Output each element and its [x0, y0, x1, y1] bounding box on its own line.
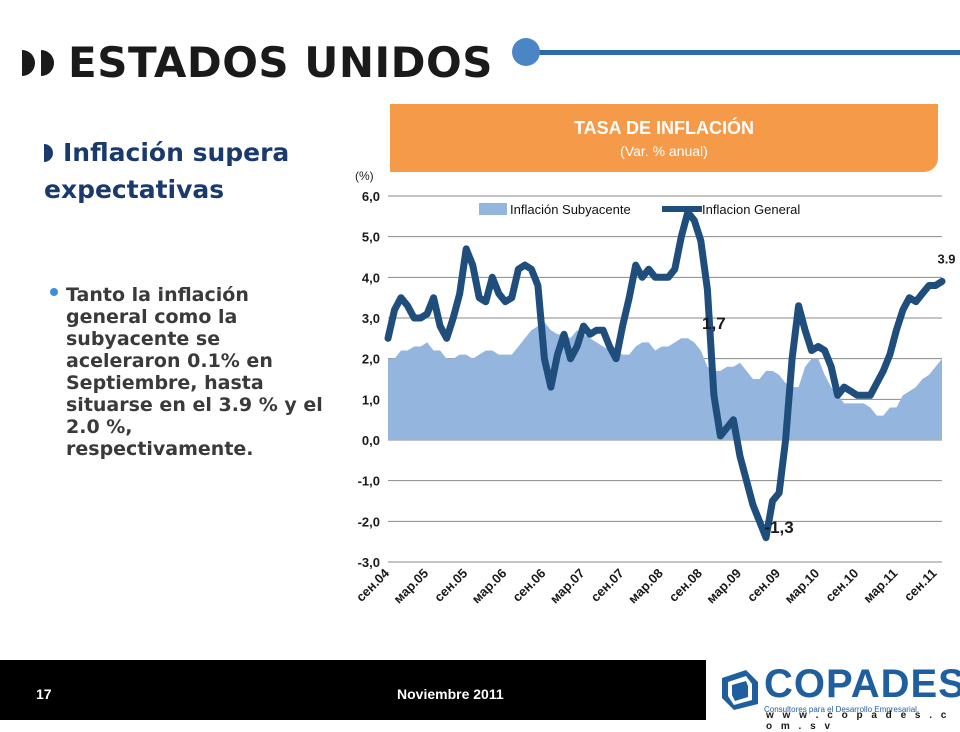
x-tick-label: мар.05 [390, 566, 431, 607]
y-tick-label: 4,0 [362, 270, 380, 285]
chart-legend: Inflación Subyacente Inflacion General [479, 202, 800, 217]
y-tick-label: -2,0 [358, 514, 380, 529]
body-text: Tanto la inflación general como la subya… [66, 284, 323, 460]
subheading-bullet-icon [44, 144, 53, 162]
x-tick-label: сен.09 [744, 566, 783, 605]
y-tick-label: 2,0 [362, 352, 380, 367]
y-tick-label: 5,0 [362, 230, 380, 245]
x-tick-label: мар.11 [860, 566, 900, 606]
logo-mark-icon [722, 670, 758, 710]
legend-swatch-core [479, 203, 507, 215]
logo-wordmark: COPADES [764, 662, 960, 706]
title-bullet-icon [22, 49, 35, 76]
x-tick-label: сен.11 [901, 566, 940, 605]
logo-url: w w w . c o p a d e s . c o m . s v [766, 710, 950, 732]
copades-logo: COPADES Consultores para el Desarrollo E… [706, 660, 960, 732]
y-tick-label: -1,0 [358, 474, 380, 489]
x-tick-label: сен.08 [666, 566, 705, 605]
subheading-text: Inflación supera expectativas [44, 138, 290, 204]
chart-header: TASA DE INFLACIÓN (Var. % anual) [390, 104, 938, 172]
x-tick-label: мар.09 [703, 566, 744, 607]
x-tick-label: мар.07 [547, 566, 588, 607]
inflation-chart: 6,0 5,0 4,0 3,0 2,0 1,0 0,0 -1,0 -2,0 -3,0 сен.04… [353, 169, 956, 606]
x-tick-label: сен.07 [588, 566, 627, 605]
x-tick-label: сен.04 [353, 565, 393, 605]
data-label: -1,3 [764, 518, 793, 537]
y-tick-label: -3,0 [358, 555, 380, 570]
legend-label-core: Inflación Subyacente [510, 202, 631, 217]
x-tick-label: сен.05 [431, 566, 470, 605]
x-tick-label: мар.10 [781, 566, 822, 607]
chart-subtitle: (Var. % anual) [620, 143, 708, 159]
logo-tagline: Consultores para el Desarrollo Empresari… [764, 705, 920, 714]
chart-annotations: 1,7 -1,3 3.9 [702, 251, 955, 536]
y-tick-label: 0,0 [362, 433, 380, 448]
slide-subheading: Inflación supera expectativas [44, 134, 334, 208]
footer-date: Noviembre 2011 [397, 686, 504, 702]
title-decoration-line [528, 50, 960, 55]
title-decoration-dot [512, 38, 540, 66]
page-number: 17 [36, 686, 52, 702]
y-tick-label: 1,0 [362, 392, 380, 407]
data-label: 1,7 [702, 314, 726, 333]
chart-title: TASA DE INFLACIÓN [574, 118, 754, 138]
slide-title-row: ESTADOS UNIDOS [22, 38, 493, 87]
headline-inflation-line [384, 208, 946, 542]
data-label: 3.9 [937, 251, 955, 266]
x-tick-label: сен.06 [509, 566, 548, 605]
y-tick-label: 3,0 [362, 311, 380, 326]
y-axis-ticks: 6,0 5,0 4,0 3,0 2,0 1,0 0,0 -1,0 -2,0 -3,0 [358, 189, 380, 570]
legend-label-headline: Inflacion General [702, 202, 800, 217]
slide-title: ESTADOS UNIDOS [68, 38, 493, 87]
core-inflation-area [388, 322, 942, 440]
title-bullet-icon [41, 49, 54, 76]
body-bullet-icon [50, 288, 58, 296]
x-tick-label: мар.06 [469, 566, 510, 607]
x-tick-label: сен.10 [822, 566, 861, 605]
x-tick-label: мар.08 [625, 566, 666, 607]
y-tick-label: 6,0 [362, 189, 380, 204]
y-axis-label: (%) [355, 169, 374, 183]
